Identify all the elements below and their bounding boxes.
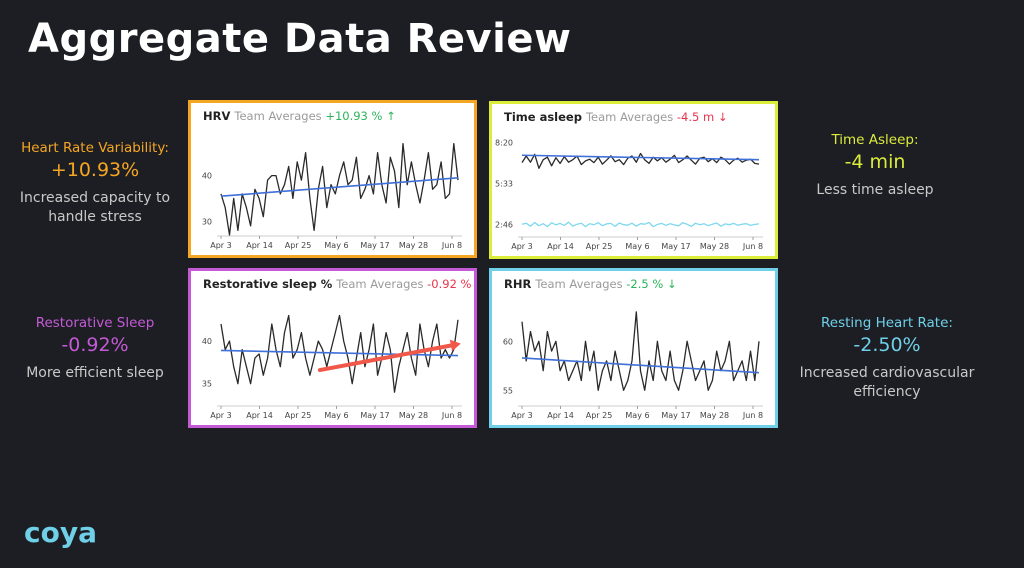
metric-label: Time Asleep: (831, 132, 919, 148)
metric-restorative-sleep: Restorative Sleep -0.92% More efficient … (0, 315, 190, 383)
metric-label: Heart Rate Variability: (21, 140, 169, 156)
x-tick-label: May 28 (399, 411, 428, 420)
y-tick-label: 2:46 (495, 221, 513, 230)
chart-subtitle: Team Averages (233, 109, 325, 123)
trend-line (220, 349, 459, 357)
metric-description-line: Increased cardiovascular (799, 365, 975, 381)
metric-description: Increased capacity to handle stress (0, 189, 190, 227)
metric-description-line: efficiency (853, 384, 921, 400)
y-tick-label: 40 (202, 172, 212, 181)
metric-value: +10.93% (50, 159, 140, 181)
annotation-arrow-head (449, 339, 461, 352)
y-tick-label: 60 (503, 337, 513, 346)
chart-panel-restorative-sleep: Restorative sleep % Team Averages -0.92 … (188, 268, 477, 428)
x-tick-label: May 6 (324, 241, 348, 250)
x-tick-label: May 6 (324, 411, 348, 420)
x-tick-label: Apr 14 (246, 411, 273, 420)
metric-resting-heart-rate: Resting Heart Rate: -2.50% Increased car… (792, 315, 982, 402)
chart-panel-rhr: RHR Team Averages -2.5 % ↓ 55 60 Apr 3 Apr 1… (489, 268, 778, 428)
chart-subtitle: Team Averages (534, 277, 626, 291)
series-line (521, 221, 760, 228)
x-tick-label: May 28 (700, 411, 729, 420)
x-tick-label: May 6 (625, 411, 649, 420)
y-tick-label: 5:33 (495, 180, 513, 189)
logo-text: coya (24, 516, 97, 549)
metric-description: Increased cardiovascular efficiency (792, 364, 982, 402)
x-tick-label: Jun 8 (441, 241, 462, 250)
x-tick-label: May 17 (661, 411, 690, 420)
metric-description-line: Increased capacity to (19, 190, 171, 206)
page-title: Aggregate Data Review (28, 16, 572, 62)
chart-title: RHR (504, 277, 535, 291)
metric-value: -4 min (844, 151, 906, 173)
trend-line (521, 357, 760, 374)
chart-header: Time asleep Team Averages -4.5 m ↓ (504, 110, 727, 124)
x-tick-label: Apr 25 (586, 411, 613, 420)
chart-subtitle: Team Averages (585, 110, 677, 124)
series-line (220, 314, 459, 393)
x-tick-label: Apr 14 (547, 411, 574, 420)
metric-value: -2.50% (853, 334, 921, 356)
chart-change: -0.92 % ↓ (427, 277, 474, 291)
chart-change: -4.5 m ↓ (677, 110, 728, 124)
x-tick-label: Jun 8 (742, 242, 763, 251)
x-tick-label: Apr 14 (547, 242, 574, 251)
chart-change: -2.5 % ↓ (626, 277, 676, 291)
metric-label: Resting Heart Rate: (821, 315, 953, 331)
y-tick-label: 35 (202, 380, 212, 389)
chart-panel-hrv: HRV Team Averages +10.93 % ↑ 30 40 Apr 3 Apr… (188, 100, 477, 258)
chart-title: Restorative sleep % (203, 277, 336, 291)
x-tick-label: Apr 3 (511, 411, 532, 420)
annotation-arrow-shaft (317, 343, 453, 373)
x-tick-label: May 17 (360, 241, 389, 250)
chart-time-asleep: Time asleep Team Averages -4.5 m ↓ 2:46 5:… (495, 110, 763, 251)
y-tick-label: 40 (202, 337, 212, 346)
chart-rhr: RHR Team Averages -2.5 % ↓ 55 60 Apr 3 Apr 1… (503, 277, 763, 420)
metric-description: More efficient sleep (0, 364, 190, 383)
metric-description-line: More efficient sleep (26, 365, 164, 381)
metric-time-asleep: Time Asleep: -4 min Less time asleep (780, 132, 970, 200)
metric-description-line: Less time asleep (816, 182, 934, 198)
chart-change: +10.93 % ↑ (325, 109, 395, 123)
metric-description-line: handle stress (48, 209, 142, 225)
trend-line (220, 177, 459, 197)
trend-line (521, 154, 760, 161)
x-tick-label: Apr 25 (586, 242, 613, 251)
x-tick-label: Apr 25 (285, 411, 312, 420)
metric-description: Less time asleep (780, 181, 970, 200)
y-tick-label: 30 (202, 217, 212, 226)
x-tick-label: May 17 (360, 411, 389, 420)
chart-title: Time asleep (504, 110, 586, 124)
coya-logo: coya (24, 516, 97, 549)
x-tick-label: May 6 (625, 242, 649, 251)
chart-header: Restorative sleep % Team Averages -0.92 … (203, 277, 474, 291)
chart-restorative-sleep: Restorative sleep % Team Averages -0.92 … (202, 277, 474, 420)
x-tick-label: May 28 (399, 241, 428, 250)
y-tick-label: 8:20 (495, 138, 513, 147)
x-tick-label: Jun 8 (441, 411, 462, 420)
x-tick-label: Apr 3 (511, 242, 532, 251)
chart-panel-time-asleep: Time asleep Team Averages -4.5 m ↓ 2:46 5:… (489, 101, 778, 259)
chart-header: RHR Team Averages -2.5 % ↓ (504, 277, 677, 291)
x-tick-label: Apr 25 (285, 241, 312, 250)
chart-title: HRV (203, 109, 234, 123)
metric-label: Restorative Sleep (35, 315, 155, 331)
x-tick-label: May 17 (661, 242, 690, 251)
series-line (220, 142, 459, 236)
x-tick-label: Apr 3 (210, 241, 231, 250)
y-tick-label: 55 (503, 386, 513, 395)
x-tick-label: Jun 8 (742, 411, 763, 420)
series-line (521, 311, 760, 391)
x-tick-label: Apr 3 (210, 411, 231, 420)
chart-hrv: HRV Team Averages +10.93 % ↑ 30 40 Apr 3 Apr… (202, 109, 462, 250)
metric-value: -0.92% (61, 334, 129, 356)
x-tick-label: May 28 (700, 242, 729, 251)
chart-header: HRV Team Averages +10.93 % ↑ (203, 109, 396, 123)
metric-hrv: Heart Rate Variability: +10.93% Increase… (0, 140, 190, 227)
chart-subtitle: Team Averages (335, 277, 427, 291)
x-tick-label: Apr 14 (246, 241, 273, 250)
